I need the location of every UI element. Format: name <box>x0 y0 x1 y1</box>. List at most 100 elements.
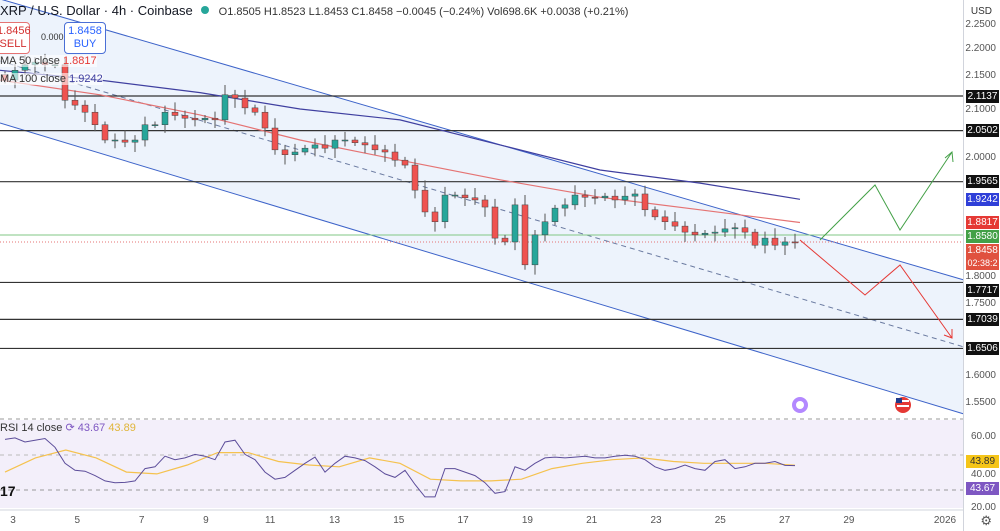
price-tick-label: 2.2500 <box>965 19 996 30</box>
price-tag: 1.8580 <box>966 229 999 243</box>
candle-body <box>541 221 549 236</box>
candle-body <box>361 142 369 146</box>
candle-body <box>551 207 559 223</box>
candle-body <box>581 194 589 198</box>
tradingview-logo: 17 <box>0 483 16 499</box>
price-tag: 1.8458 02:38:2 <box>966 243 999 270</box>
candle-body <box>331 139 339 149</box>
candle-body <box>171 111 179 116</box>
price-tick-label: 2.1500 <box>965 70 996 82</box>
candle-body <box>731 227 739 230</box>
market-status-icon <box>200 6 209 14</box>
candle-body <box>201 117 209 121</box>
candle-body <box>451 194 459 197</box>
sell-button[interactable]: 1.8456 SELL <box>0 22 31 54</box>
date-tick-label: 17 <box>457 515 469 526</box>
rsi-value: 43.67 <box>77 422 106 434</box>
candle-body <box>311 144 319 149</box>
candle-body <box>441 194 449 223</box>
candle-body <box>181 115 189 119</box>
candle-body <box>461 194 469 199</box>
ma50-line <box>0 79 801 224</box>
date-tick-label: 3 <box>10 515 16 526</box>
rsi-ma-line <box>4 449 796 482</box>
candle-body <box>71 99 79 106</box>
event-icon[interactable] <box>792 397 808 413</box>
candle-body <box>421 189 429 213</box>
rsi-ma-value: 43.89 <box>108 422 136 434</box>
candle-body <box>291 151 299 155</box>
candle-body <box>341 139 349 142</box>
candle-body <box>711 231 719 234</box>
us-flag-icon[interactable] <box>895 397 911 413</box>
date-tick-label: 13 <box>328 515 341 526</box>
candle-body <box>561 204 569 209</box>
candle-body <box>691 231 699 236</box>
ma50-legend[interactable]: MA 50 close 1.8817 <box>0 55 97 67</box>
price-tick-label: 1.5500 <box>965 397 996 409</box>
candle-body <box>231 94 239 99</box>
candle-body <box>411 164 419 191</box>
ma100-legend[interactable]: MA 100 close 1.9242 <box>0 73 103 85</box>
candle-body <box>161 111 169 126</box>
date-tick-label: 5 <box>74 515 81 526</box>
candle-body <box>221 94 229 121</box>
price-tick-label: 1.6000 <box>965 370 996 381</box>
candle-body <box>211 117 219 121</box>
candle-body <box>281 149 289 155</box>
candle-body <box>761 237 769 246</box>
candle-body <box>701 232 709 236</box>
level-price-tag: 1.9565 <box>966 175 999 189</box>
buy-price: 1.8458 <box>68 25 102 37</box>
rsi-tick-label: 60.00 <box>970 430 996 442</box>
gear-icon[interactable]: ⚙ <box>980 513 992 528</box>
candle-body <box>591 196 599 199</box>
candle-body <box>671 221 679 227</box>
level-price-tag: 2.1137 <box>966 89 999 103</box>
price-tick-label: 2.2000 <box>965 43 996 54</box>
candle-body <box>81 104 89 113</box>
date-tick-label: 23 <box>650 515 662 526</box>
rsi-ma-tag: 43.89 <box>966 454 999 468</box>
candle-body <box>401 159 409 166</box>
price-tick-label: 1.7500 <box>965 297 996 309</box>
date-tick-label: 7 <box>138 515 145 526</box>
candle-body <box>101 124 109 141</box>
candle-body <box>431 211 439 223</box>
ma100-label: MA 100 close <box>0 73 67 85</box>
candle-body <box>121 139 129 143</box>
date-tick-label: 15 <box>393 515 405 526</box>
symbol-title[interactable]: XRP / U.S. Dollar · 4h · Coinbase <box>0 3 193 18</box>
rsi-settings-icon[interactable]: ⟳ <box>65 422 75 434</box>
bearish-projection-arrow <box>799 239 953 339</box>
candle-body <box>321 144 329 149</box>
candle-body <box>661 216 669 223</box>
candle-body <box>111 139 119 142</box>
candle-body <box>521 204 529 266</box>
spread: 0.0002 <box>41 32 69 42</box>
candle-body <box>791 241 799 244</box>
buy-button[interactable]: 1.8458 BUY <box>64 22 106 54</box>
rsi-tick-label: 40.00 <box>970 468 996 480</box>
candle-body <box>601 195 609 199</box>
candle-body <box>241 97 249 109</box>
candle-body <box>651 209 659 218</box>
candle-body <box>631 193 639 197</box>
price-tick-label: 2.0000 <box>965 152 996 163</box>
level-price-tag: 1.6506 <box>966 341 999 355</box>
price-axis[interactable]: USD 2.2500 2.2000 2.1500 2.1000 2.0000 1.8000… <box>963 0 1000 531</box>
rsi-label: RSI 14 close <box>0 422 63 434</box>
date-tick-label: 19 <box>521 515 533 526</box>
candle-body <box>191 117 199 121</box>
currency-label: USD <box>970 6 992 17</box>
candle-body <box>681 225 689 233</box>
candle-body <box>511 204 519 243</box>
date-tick-label: 11 <box>264 515 276 526</box>
rsi-tick-label: 20.00 <box>970 501 996 513</box>
rsi-legend[interactable]: RSI 14 close ⟳ 43.67 43.89 <box>0 421 136 434</box>
candle-body <box>571 194 579 206</box>
level-price-tag: 1.7039 <box>966 312 999 326</box>
candle-body <box>771 237 779 246</box>
candle-body <box>351 139 359 143</box>
